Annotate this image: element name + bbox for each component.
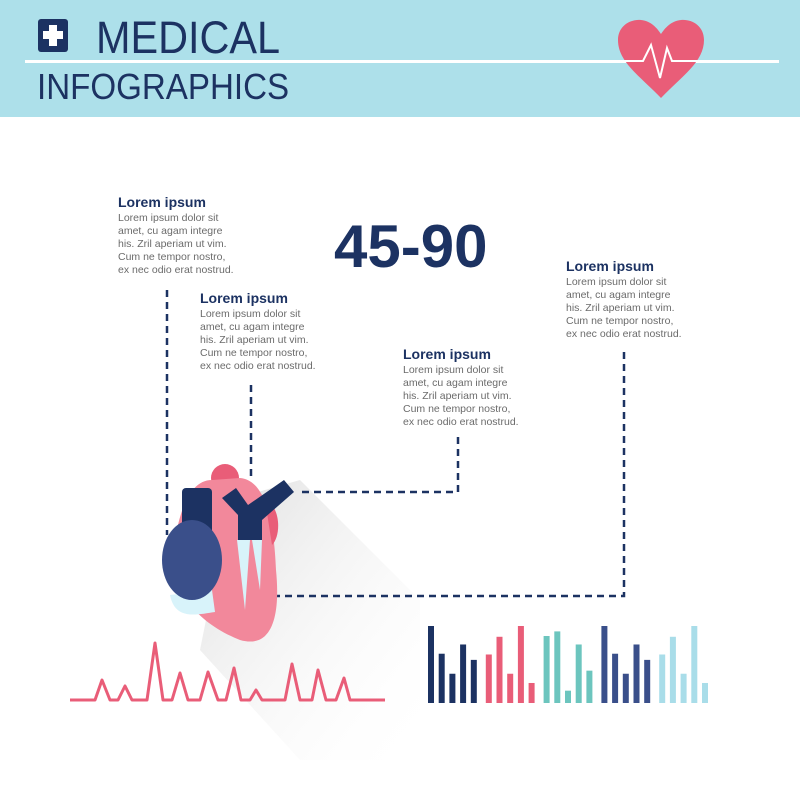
bar	[702, 682, 708, 703]
block-line: Cum ne tempor nostro,	[118, 251, 226, 263]
block-line: Cum ne tempor nostro,	[403, 403, 511, 415]
text-block-2: Lorem ipsum Lorem ipsum dolor sit amet, c…	[200, 290, 316, 373]
block-line: Lorem ipsum dolor sit	[566, 276, 667, 288]
bar	[554, 631, 561, 703]
bar	[470, 659, 477, 703]
bar	[485, 654, 492, 703]
bar	[669, 636, 676, 703]
bar	[601, 626, 608, 703]
bar	[543, 636, 550, 703]
block-line: amet, cu agam integre	[403, 377, 508, 389]
text-block-1: Lorem ipsum Lorem ipsum dolor sit amet, c…	[118, 194, 234, 277]
bar	[633, 644, 640, 703]
connector-lines	[165, 290, 626, 598]
bar	[460, 644, 467, 703]
text-block-3: Lorem ipsum Lorem ipsum dolor sit amet, c…	[403, 346, 519, 429]
block-line: amet, cu agam integre	[200, 321, 305, 333]
bar	[438, 653, 445, 703]
bar	[517, 626, 524, 703]
block-line: ex nec odio erat nostrud.	[403, 416, 519, 428]
block-line: Lorem ipsum dolor sit	[403, 364, 504, 376]
bar	[575, 644, 582, 703]
bar-chart	[428, 626, 708, 703]
block-line: ex nec odio erat nostrud.	[566, 328, 682, 340]
header-divider	[25, 60, 779, 63]
bar	[586, 670, 593, 703]
bar	[496, 636, 503, 703]
block-line: Cum ne tempor nostro,	[200, 347, 308, 359]
block-line: amet, cu agam integre	[118, 225, 223, 237]
bar	[612, 653, 619, 703]
block-line: ex nec odio erat nostrud.	[118, 264, 234, 276]
bar	[449, 673, 456, 703]
heart-organ-icon	[162, 464, 294, 642]
block-line: Lorem ipsum dolor sit	[118, 212, 219, 224]
title-infographics: INFOGRAPHICS	[37, 66, 290, 107]
bar	[691, 626, 698, 703]
block-line: Cum ne tempor nostro,	[566, 315, 674, 327]
bar	[428, 626, 434, 703]
heart-pulse-icon	[618, 19, 704, 98]
bar	[659, 654, 666, 703]
block-line: ex nec odio erat nostrud.	[200, 360, 316, 372]
bar	[528, 682, 535, 703]
block-line: amet, cu agam integre	[566, 289, 671, 301]
ecg-line	[70, 641, 385, 702]
block-title: Lorem ipsum	[566, 258, 654, 274]
highlight-value: 45-90	[334, 213, 488, 280]
bar	[680, 673, 687, 703]
block-line: his. Zril aperiam ut vim.	[200, 334, 309, 346]
block-title: Lorem ipsum	[200, 290, 288, 306]
title-medical: MEDICAL	[96, 12, 281, 63]
block-line: his. Zril aperiam ut vim.	[403, 390, 512, 402]
medical-cross-icon	[38, 19, 68, 52]
bar	[565, 690, 571, 703]
block-line: his. Zril aperiam ut vim.	[566, 302, 675, 314]
bar	[507, 673, 514, 703]
block-title: Lorem ipsum	[403, 346, 491, 362]
block-line: Lorem ipsum dolor sit	[200, 308, 301, 320]
bar	[644, 659, 651, 703]
block-line: his. Zril aperiam ut vim.	[118, 238, 227, 250]
bar	[622, 673, 629, 703]
text-block-4: Lorem ipsum Lorem ipsum dolor sit amet, c…	[566, 258, 682, 341]
header-banner: MEDICAL INFOGRAPHICS	[0, 0, 800, 117]
block-title: Lorem ipsum	[118, 194, 206, 210]
